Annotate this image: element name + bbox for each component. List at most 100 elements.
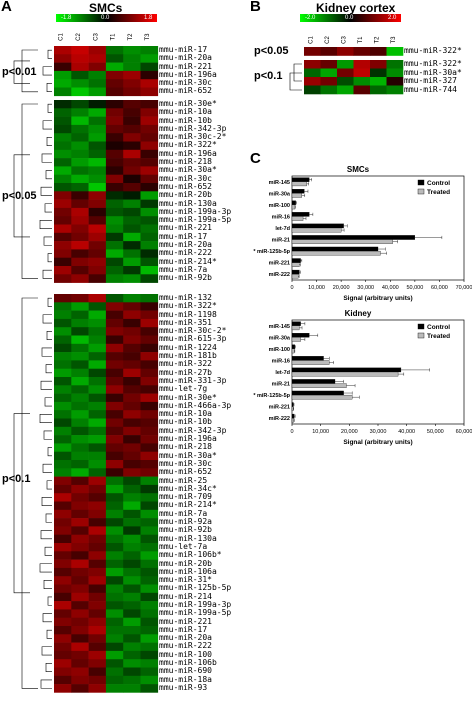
heatmap-cell [71, 385, 89, 394]
heatmap-cell [123, 166, 141, 175]
heatmap-cell [140, 87, 159, 97]
bar-control [291, 223, 344, 229]
heatmap-smcs-title: SMCs [89, 1, 123, 15]
heatmap-cell [105, 335, 124, 345]
heatmap-kidney-title: Kidney cortex [316, 1, 396, 15]
heatmap-cell [386, 68, 404, 78]
x-axis-label: Signal (arbitrary units) [343, 295, 412, 302]
heatmap-cell [140, 158, 159, 167]
bar-chart-title: Kidney [345, 309, 372, 318]
heatmap-cell [88, 141, 107, 151]
error-bar [346, 384, 356, 388]
heatmap-cell [88, 266, 107, 275]
gene-label: mmu-miR-199a-5p [159, 215, 232, 225]
gene-label: mmu-miR-214* [159, 256, 217, 266]
gene-label: mmu-miR-351 [159, 317, 212, 327]
heatmap-cell [88, 46, 107, 55]
heatmap-cell [123, 617, 141, 627]
column-label: T1 [358, 36, 364, 44]
dendrogram-branch [42, 314, 52, 324]
heatmap-cell [123, 352, 141, 361]
gene-label: mmu-miR-322* [404, 46, 462, 55]
gene-label: mmu-miR-322* [404, 59, 462, 68]
heatmap-cell [105, 476, 124, 486]
error-bar [299, 326, 303, 330]
heatmap-cell [123, 124, 141, 134]
heatmap-cell [123, 327, 141, 336]
gene-label: mmu-miR-196a [159, 434, 217, 444]
gene-label: mmu-miR-331-3p [159, 375, 227, 385]
heatmap-cell [71, 443, 89, 452]
heatmap-cell [54, 191, 72, 200]
heatmap-cell [140, 592, 159, 602]
heatmap-cell [105, 62, 124, 72]
error-bar [329, 360, 334, 365]
heatmap-cell [54, 543, 72, 552]
error-bar [352, 395, 360, 399]
smcs-gene-list-1: mmu-miR-17 mmu-miR-20a mmu-miR-221 mmu-miR-… [159, 45, 217, 96]
heatmap-cell [105, 46, 124, 55]
heatmap-cell [140, 410, 159, 419]
heatmap-cell [140, 241, 159, 250]
heatmap-cell [71, 87, 89, 97]
category-label: miR-30a [269, 335, 291, 341]
bar-treated [291, 383, 347, 388]
heatmap-cell [54, 659, 72, 668]
dendrogram-branch [42, 120, 52, 130]
error-bar [298, 274, 300, 278]
heatmap-cell [140, 294, 159, 303]
dendrogram-branch [45, 364, 52, 374]
heatmap-cell [123, 100, 141, 109]
x-tick-label: 60,000 [431, 285, 448, 291]
bar-control [291, 189, 305, 194]
dendrogram-root [21, 297, 38, 689]
gene-label: mmu-miR-196a [159, 69, 217, 79]
heatmap-cell [140, 302, 159, 311]
heatmap-cell [71, 327, 89, 336]
gene-label: mmu-miR-20a [159, 633, 212, 643]
heatmap-cell [71, 310, 89, 320]
heatmap-cell [140, 509, 159, 519]
heatmap-cell [105, 327, 124, 336]
heatmap-cell [88, 174, 107, 184]
heatmap-cell [105, 116, 124, 126]
heatmap-cell [123, 675, 141, 685]
heatmap-cell [370, 47, 387, 56]
heatmap-cell [140, 385, 159, 394]
bar-control [291, 402, 294, 407]
heatmap-cell [105, 310, 124, 320]
heatmap-cell [71, 368, 89, 378]
heatmap-cell [105, 149, 124, 159]
legend-label: Treated [427, 333, 450, 340]
heatmap-cell [88, 232, 107, 242]
heatmap-cell [105, 634, 124, 643]
gene-label: mmu-miR-221 [159, 61, 212, 71]
heatmap-cell [105, 551, 124, 560]
heatmap-cell [140, 327, 159, 336]
dendrogram-branch [43, 236, 52, 246]
heatmap-cell [304, 60, 321, 69]
error-bar [295, 201, 297, 205]
heatmap-cell [140, 468, 159, 477]
heatmap-cell [54, 335, 72, 345]
heatmap-cell [105, 484, 124, 494]
heatmap-cell [105, 232, 124, 242]
heatmap-cell [54, 46, 72, 55]
heatmap-cell [88, 526, 107, 535]
heatmap-cell [105, 410, 124, 419]
heatmap-cell [123, 249, 141, 258]
heatmap-cell [105, 166, 124, 175]
heatmap-cell [71, 667, 89, 677]
gene-label: mmu-miR-20b [159, 558, 212, 568]
dendrogram-root [21, 103, 38, 279]
heatmap-cell [123, 435, 141, 444]
bar-treated [291, 227, 342, 233]
error-bar [341, 228, 345, 232]
dendrogram-branch [47, 253, 52, 263]
heatmap-cell [88, 100, 107, 109]
gene-label: mmu-miR-322* [159, 140, 217, 150]
x-tick-label: 50,000 [427, 429, 444, 435]
dendrogram-branch [47, 297, 52, 307]
heatmap-cell [320, 77, 338, 86]
heatmap-cell [123, 224, 141, 234]
